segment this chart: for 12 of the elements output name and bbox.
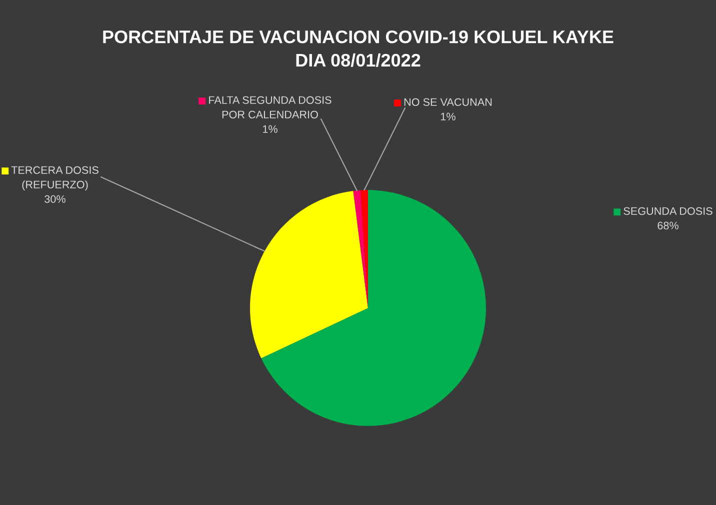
data-label: 1% <box>262 125 278 133</box>
data-label: 68% <box>658 222 678 230</box>
chart-title: PORCENTAJE DE VACUNACION COVID-19 KOLUEL KAYKE DIA 08/01/2022 <box>103 30 614 67</box>
pie-slice <box>250 190 368 358</box>
legend-label: NO SE VACUNAN <box>404 98 492 106</box>
legend-label: FALTA SEGUNDA DOSIS POR CALENDARIO <box>209 96 332 118</box>
legend-label: SEGUNDA DOSIS <box>624 207 712 215</box>
data-label: 1% <box>440 112 456 120</box>
legend-label: TERCERA DOSIS (REFUERZO) <box>11 166 98 191</box>
data-label: 30% <box>44 195 66 203</box>
pie-slice <box>261 190 486 426</box>
pie-slice <box>353 190 368 308</box>
